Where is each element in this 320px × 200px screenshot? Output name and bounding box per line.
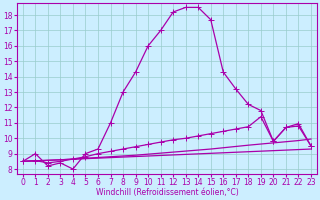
X-axis label: Windchill (Refroidissement éolien,°C): Windchill (Refroidissement éolien,°C) <box>96 188 238 197</box>
